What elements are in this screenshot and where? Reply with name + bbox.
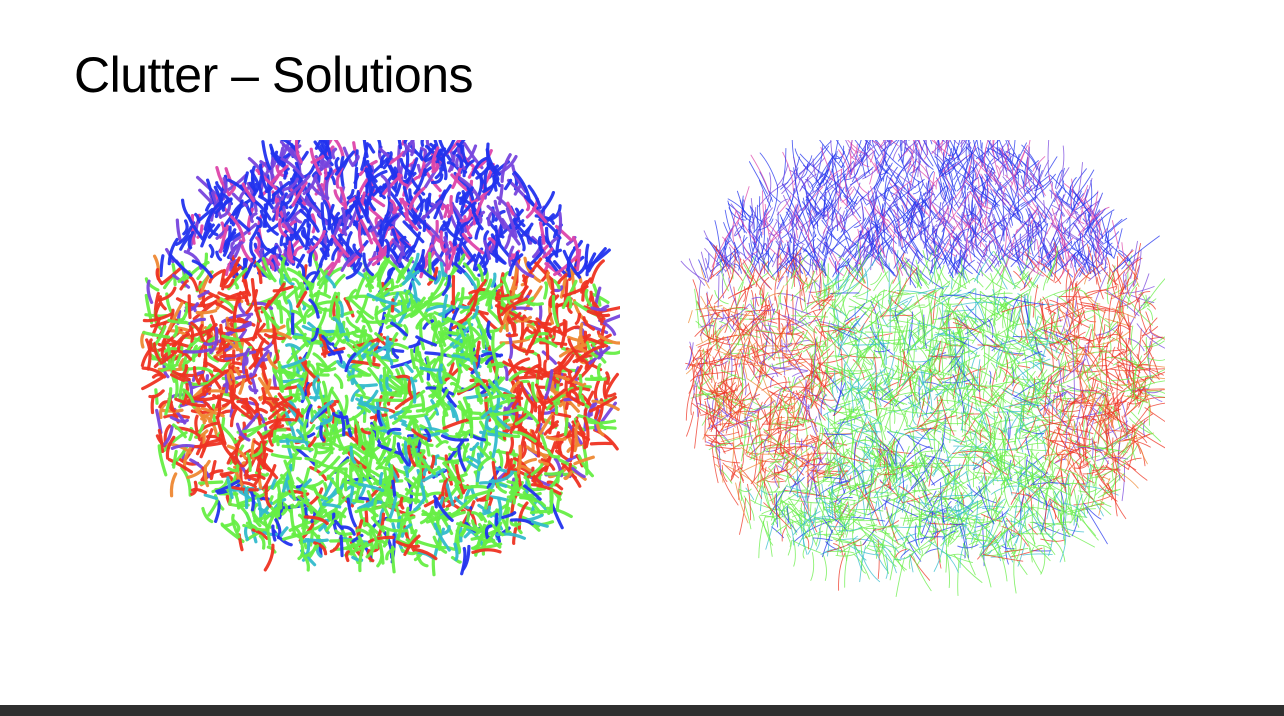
tractography-tubes-image — [130, 140, 620, 600]
slide-title: Clutter – Solutions — [74, 47, 474, 103]
footer-bar — [0, 705, 1284, 716]
tractography-lines-image — [675, 140, 1165, 600]
